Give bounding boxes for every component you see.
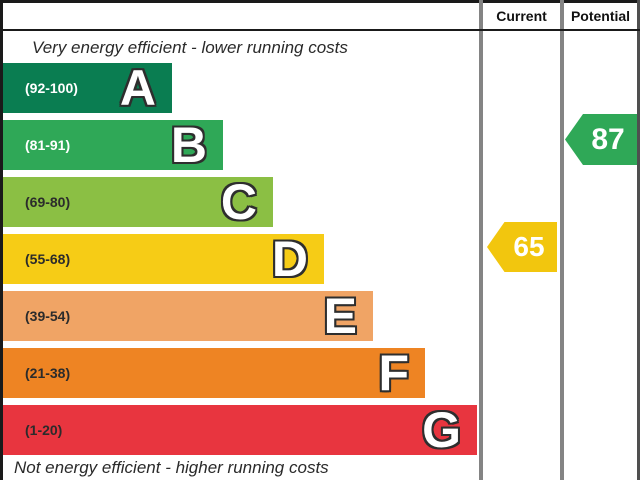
band-g: (1-20) G [3,405,477,455]
bottom-caption: Not energy efficient - higher running co… [14,458,329,477]
band-range-label: (21-38) [25,365,71,381]
band-range-label: (1-20) [25,422,63,438]
current-column-header: Current [496,8,547,24]
band-range-label: (92-100) [25,80,78,96]
left-border [0,0,3,480]
band-letter: F [378,345,409,401]
band-e: (39-54) E [3,291,373,341]
right-border [637,0,640,480]
potential-column-header: Potential [570,8,631,24]
band-letter: E [323,288,357,344]
current-column-divider [479,0,483,480]
band-letter: B [170,117,207,173]
band-range-label: (81-91) [25,137,71,153]
band-f: (21-38) F [3,348,425,398]
potential-rating-value: 87 [591,122,625,156]
band-letter: G [422,402,461,458]
band-range-label: (39-54) [25,308,71,324]
band-c: (69-80) C [3,177,273,227]
band-letter: A [119,60,156,116]
header-underline [0,29,640,31]
band-range-label: (69-80) [25,194,71,210]
band-b: (81-91) B [3,120,223,170]
potential-column-divider [560,0,564,480]
band-letter: C [220,174,257,230]
band-range-label: (55-68) [25,251,71,267]
band-a: (92-100) A [3,63,172,113]
top-caption: Very energy efficient - lower running co… [32,38,348,57]
band-letter: D [271,231,308,287]
current-rating-value: 65 [513,231,545,262]
current-rating-arrow: 65 [487,222,557,272]
potential-rating-arrow: 87 [565,114,637,165]
band-d: (55-68) D [3,234,324,284]
top-border [0,0,640,3]
